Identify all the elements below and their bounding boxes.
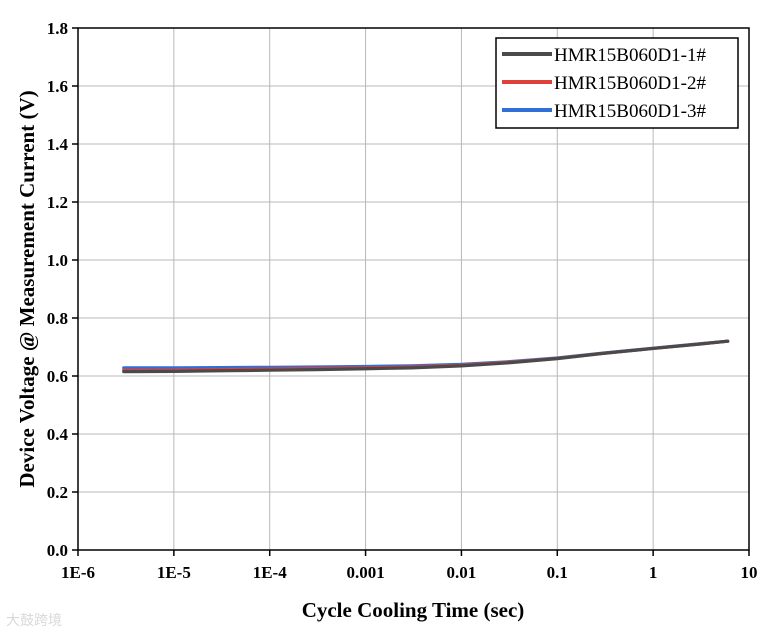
y-tick-label: 0.4 [47,425,69,444]
legend-label: HMR15B060D1-3# [554,101,707,122]
x-tick-label: 10 [741,563,758,582]
x-tick-label: 0.001 [346,563,384,582]
x-axis-title: Cycle Cooling Time (sec) [302,598,525,622]
y-tick-label: 1.6 [47,77,68,96]
y-tick-label: 1.2 [47,193,68,212]
y-axis-title: Device Voltage @ Measurement Current (V) [15,90,39,487]
legend: HMR15B060D1-1# HMR15B060D1-2# HMR15B060D1-… [495,37,739,129]
y-tick-label: 0.2 [47,483,68,502]
x-axis-ticks: 1E-6 1E-5 1E-4 0.001 0.01 0.1 1 10 [61,550,758,582]
series-lines [122,339,730,374]
x-tick-label: 1E-4 [253,563,288,582]
watermark: 大鼓跨境 [6,613,62,629]
y-tick-label: 0.0 [47,541,68,560]
plot-frame [77,27,750,551]
legend-label: HMR15B060D1-1# [554,45,707,66]
series-line-3 [122,339,730,370]
x-tick-label: 1E-6 [61,563,95,582]
legend-label: HMR15B060D1-2# [554,73,707,94]
y-axis-ticks: 0.0 0.2 0.4 0.6 0.8 1.0 1.2 1.4 1.6 1.8 [47,19,78,560]
y-tick-label: 1.8 [47,19,68,38]
y-tick-label: 1.0 [47,251,68,270]
y-tick-label: 1.4 [47,135,69,154]
x-tick-label: 0.01 [447,563,477,582]
y-tick-label: 0.6 [47,367,68,386]
x-tick-label: 1 [649,563,658,582]
series-line-1 [122,339,730,374]
x-tick-label: 0.1 [547,563,568,582]
y-tick-label: 0.8 [47,309,68,328]
x-tick-label: 1E-5 [157,563,191,582]
